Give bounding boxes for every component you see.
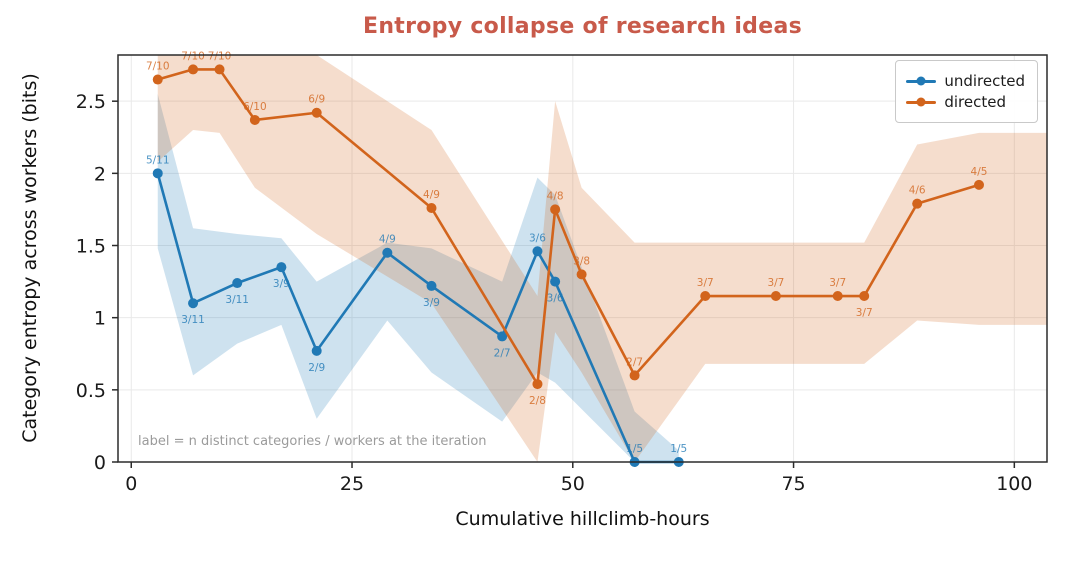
legend-label-undirected: undirected <box>944 72 1025 90</box>
svg-text:7/10: 7/10 <box>146 61 170 73</box>
svg-text:50: 50 <box>561 473 585 495</box>
svg-text:0.5: 0.5 <box>76 380 106 402</box>
svg-text:2/7: 2/7 <box>494 347 511 359</box>
svg-text:2/9: 2/9 <box>308 362 325 374</box>
svg-text:0: 0 <box>94 452 106 474</box>
svg-text:3/7: 3/7 <box>697 277 714 289</box>
svg-text:2/7: 2/7 <box>626 356 643 368</box>
svg-text:3/7: 3/7 <box>856 307 873 319</box>
legend-label-directed: directed <box>944 93 1006 111</box>
svg-text:1/5: 1/5 <box>670 443 687 455</box>
svg-text:2/8: 2/8 <box>529 395 546 407</box>
svg-text:1/5: 1/5 <box>626 443 643 455</box>
svg-text:3/9: 3/9 <box>273 278 290 290</box>
chart-title: Entropy collapse of research ideas <box>363 14 802 39</box>
svg-text:7/10: 7/10 <box>181 50 205 62</box>
svg-text:0: 0 <box>125 473 137 495</box>
directed-line-marker-icon <box>906 97 937 107</box>
svg-text:3/6: 3/6 <box>547 293 564 305</box>
svg-text:4/9: 4/9 <box>379 234 396 246</box>
svg-text:4/8: 4/8 <box>547 190 564 202</box>
svg-text:4/9: 4/9 <box>423 189 440 201</box>
label-annotation: label = n distinct categories / workers … <box>138 434 487 449</box>
legend-item-directed: directed <box>906 93 1025 111</box>
svg-text:3/7: 3/7 <box>767 277 784 289</box>
svg-text:25: 25 <box>340 473 364 495</box>
svg-text:4/6: 4/6 <box>909 185 926 197</box>
undirected-line-marker-icon <box>906 76 937 86</box>
svg-text:1.5: 1.5 <box>76 236 106 258</box>
y-axis-label: Category entropy across workers (bits) <box>19 73 41 443</box>
svg-text:3/6: 3/6 <box>529 232 546 244</box>
svg-text:4/5: 4/5 <box>971 166 988 178</box>
svg-text:3/11: 3/11 <box>181 314 205 326</box>
x-axis-label: Cumulative hillclimb-hours <box>455 508 710 530</box>
svg-text:3/7: 3/7 <box>829 277 846 289</box>
svg-text:2.5: 2.5 <box>76 91 106 113</box>
svg-text:7/10: 7/10 <box>208 50 232 62</box>
svg-text:75: 75 <box>781 473 805 495</box>
svg-text:100: 100 <box>996 473 1032 495</box>
svg-text:6/10: 6/10 <box>243 101 267 113</box>
legend-item-undirected: undirected <box>906 72 1025 90</box>
svg-text:5/11: 5/11 <box>146 154 170 166</box>
svg-text:3/9: 3/9 <box>423 297 440 309</box>
svg-text:3/8: 3/8 <box>573 255 590 267</box>
svg-text:6/9: 6/9 <box>308 94 325 106</box>
svg-text:2: 2 <box>94 163 106 185</box>
svg-text:1: 1 <box>94 308 106 330</box>
legend: undirected directed <box>895 60 1038 123</box>
svg-text:3/11: 3/11 <box>225 294 249 306</box>
